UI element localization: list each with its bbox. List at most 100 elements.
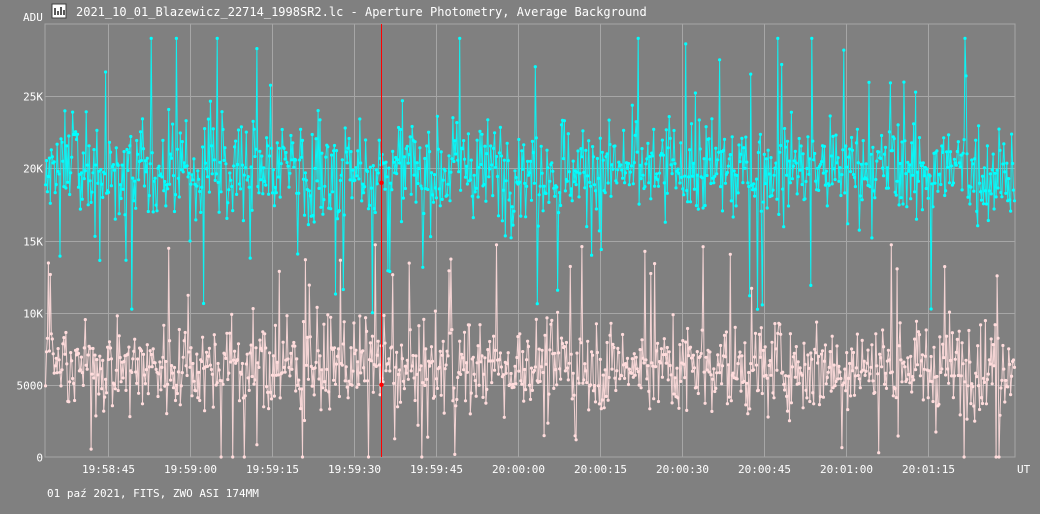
data-point [937,402,941,406]
data-point [96,373,100,377]
data-point [82,346,86,350]
x-tick-label: 20:00:45 [738,463,791,476]
data-point [558,191,562,195]
app-icon[interactable] [51,3,67,19]
data-point [407,153,411,157]
data-point [526,173,531,177]
data-point [399,220,404,224]
data-point [847,155,851,159]
data-point [653,184,657,188]
data-point [638,163,642,167]
data-point [50,155,54,159]
data-point [978,181,982,185]
data-point [363,185,367,189]
data-point [82,177,86,181]
data-point [78,368,82,372]
data-point [581,381,585,385]
data-point [530,139,535,143]
data-point [694,204,699,208]
data-point [305,335,309,339]
data-point [820,349,825,353]
data-point [805,166,809,171]
data-point [378,156,382,160]
data-point [405,358,409,362]
data-point [695,350,699,354]
data-point [749,362,753,366]
data-point [643,185,647,189]
data-point [638,348,642,352]
data-point [626,382,631,387]
data-point [220,379,224,383]
data-point [415,161,419,165]
data-point [444,363,448,367]
data-point [167,246,171,250]
data-point [518,332,522,336]
data-point [787,419,792,423]
data-point [237,399,242,403]
data-point [176,370,180,374]
data-point [644,162,648,166]
data-point [940,367,944,371]
data-point [994,195,998,199]
data-point [952,374,957,378]
data-point [67,134,71,138]
data-point [48,272,52,277]
data-point [62,336,66,340]
data-point [136,152,140,156]
data-point [701,245,705,249]
data-point [127,150,131,155]
data-point [89,200,93,204]
data-point [187,171,191,175]
data-point [436,147,440,151]
data-point [482,372,486,376]
data-point [947,181,952,185]
data-point [745,381,749,385]
data-point [624,365,629,369]
data-point [340,158,344,162]
data-point [556,310,560,314]
data-point [276,175,280,179]
data-point [429,171,434,175]
data-point [723,181,728,185]
data-point [83,318,87,322]
data-point [291,141,295,145]
data-point [522,399,526,403]
data-point [559,336,564,340]
data-point [484,199,488,203]
data-point [927,369,931,373]
data-point [192,379,196,383]
data-point [483,356,487,360]
data-point [103,172,107,176]
data-point [473,190,477,194]
data-point [691,353,696,357]
data-point [717,363,721,367]
data-point [304,363,308,367]
data-point [940,144,944,148]
data-point [117,334,121,338]
data-point [851,350,856,355]
data-point [184,364,188,368]
data-point [347,379,351,383]
data-point [60,140,64,144]
data-point [471,216,475,220]
data-point [510,205,514,209]
data-point [905,377,909,382]
data-point [122,359,126,364]
data-point [788,181,793,185]
data-point [488,339,492,344]
data-point [207,346,211,350]
data-point [887,130,892,134]
data-point [98,354,102,358]
data-point [263,332,267,336]
data-point [171,386,176,390]
data-point [514,175,518,180]
data-point [310,384,314,388]
data-point [449,257,453,261]
data-point [308,335,312,339]
data-point [326,313,330,317]
data-point [713,389,717,394]
data-point [633,133,637,137]
data-point [350,196,354,200]
